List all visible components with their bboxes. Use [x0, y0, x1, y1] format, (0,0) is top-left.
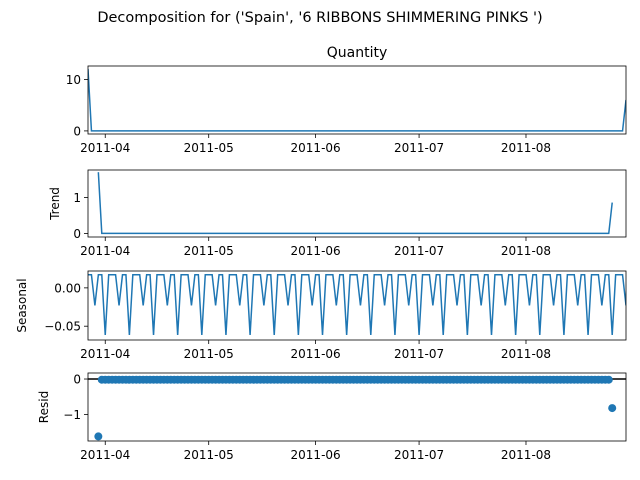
- x-tick-label: 2011-08: [501, 448, 551, 462]
- y-tick-label: 10: [66, 73, 81, 87]
- x-tick-label: 2011-04: [80, 347, 130, 361]
- y-tick-label: 0: [73, 373, 81, 387]
- seasonal-axis-label: Seasonal: [15, 278, 29, 332]
- resid-point: [608, 404, 617, 413]
- axes-frame: [87, 270, 627, 341]
- x-tick-label: 2011-05: [184, 141, 234, 155]
- x-tick-label: 2011-04: [80, 244, 130, 258]
- x-tick-label: 2011-06: [291, 347, 341, 361]
- x-tick-label: 2011-07: [394, 347, 444, 361]
- resid-point: [604, 375, 613, 384]
- x-tick-label: 2011-06: [291, 141, 341, 155]
- x-tick-label: 2011-08: [501, 244, 551, 258]
- plot-area: [88, 375, 626, 441]
- y-tick-label: 0: [73, 124, 81, 138]
- axes-frame: [87, 372, 627, 442]
- x-tick-label: 2011-07: [394, 244, 444, 258]
- x-tick-label: 2011-06: [291, 448, 341, 462]
- axes-frame: [87, 65, 627, 135]
- subplot-2: 2011-04 2011-05 2011-06 2011-07 2011-08 0 1 Tre…: [48, 169, 627, 258]
- plot-area: [88, 69, 626, 132]
- x-tick-label: 2011-05: [184, 244, 234, 258]
- y-tick-label: 0: [73, 227, 81, 241]
- resid-point: [94, 432, 103, 441]
- y-tick-label: 0.00: [54, 281, 81, 295]
- subplot-1: 2011-04 2011-05 2011-06 2011-07 2011-08 0 10 Qu…: [66, 45, 627, 155]
- x-tick-label: 2011-04: [80, 448, 130, 462]
- seasonal-line: [88, 274, 626, 335]
- plot-area: [88, 274, 626, 335]
- x-tick-label: 2011-04: [80, 141, 130, 155]
- y-tick-label: 1: [73, 191, 81, 205]
- x-tick-label: 2011-07: [394, 448, 444, 462]
- x-tick-label: 2011-05: [184, 347, 234, 361]
- plot-area: [97, 172, 613, 235]
- trend-axis-label: Trend: [48, 187, 62, 221]
- figure-title: Decomposition for ('Spain', '6 RIBBONS S…: [97, 10, 542, 26]
- axes-frame: [87, 169, 627, 238]
- y-tick-label: −0.05: [44, 320, 81, 334]
- subplot-4: 2011-04 2011-05 2011-06 2011-07 2011-08 0 −1 Re…: [37, 372, 627, 462]
- quantity-line: [88, 69, 626, 132]
- subplot-title: Quantity: [327, 45, 388, 61]
- x-tick-label: 2011-05: [184, 448, 234, 462]
- resid-axis-label: Resid: [37, 391, 51, 423]
- x-tick-label: 2011-08: [501, 347, 551, 361]
- x-tick-label: 2011-06: [291, 244, 341, 258]
- trend-line: [97, 172, 613, 235]
- x-tick-label: 2011-07: [394, 141, 444, 155]
- y-tick-label: −1: [63, 408, 81, 422]
- subplot-3: 2011-04 2011-05 2011-06 2011-07 2011-08 0.00 −…: [15, 270, 627, 361]
- x-tick-label: 2011-08: [501, 141, 551, 155]
